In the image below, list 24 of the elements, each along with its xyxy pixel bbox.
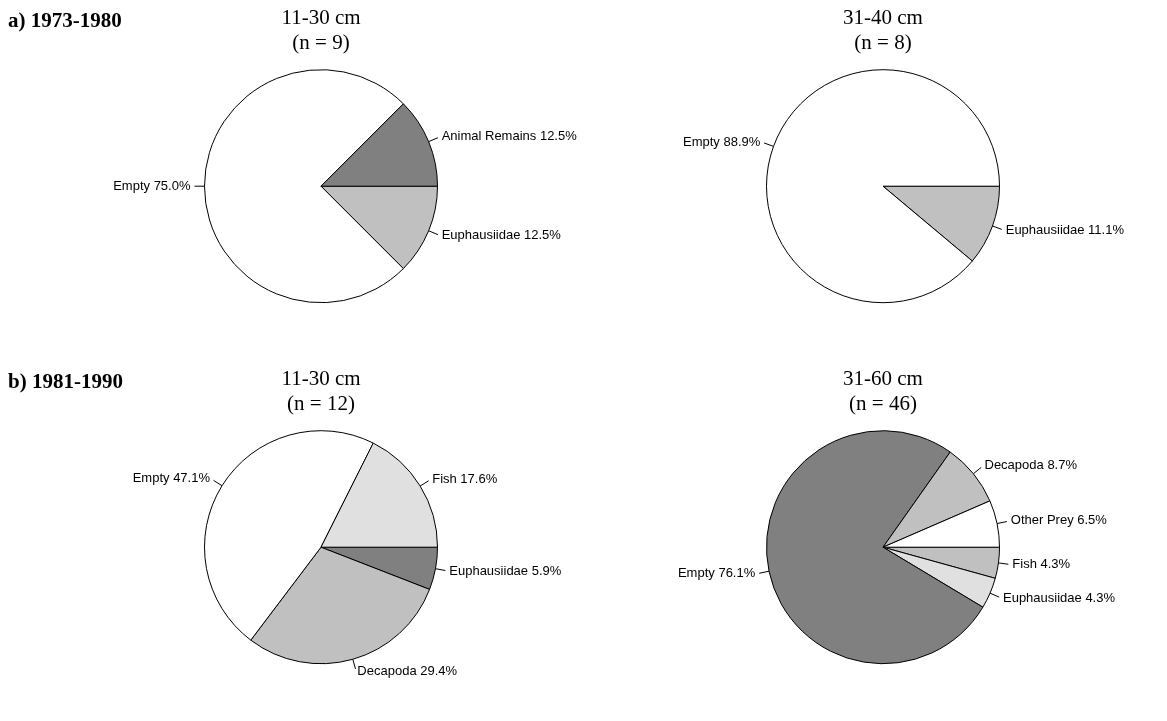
chart-subtitle: (n = 46) xyxy=(849,391,917,416)
text: b) 1981-1990 xyxy=(8,369,123,394)
slice-label: Empty 76.1% xyxy=(677,565,756,581)
chart-subtitle: (n = 12) xyxy=(287,391,355,416)
slice-label: Euphausiidae 12.5% xyxy=(441,227,562,243)
slice-label: Empty 88.9% xyxy=(682,133,761,149)
chart-subtitle: (n = 8) xyxy=(854,30,912,55)
slice-label: Other Prey 6.5% xyxy=(1010,512,1108,528)
slice-label: Fish 17.6% xyxy=(432,470,498,486)
slice-label: Euphausiidae 11.1% xyxy=(1005,222,1125,238)
slice-label: Euphausiidae 4.3% xyxy=(1002,589,1116,605)
chart-title: 31-60 cm xyxy=(843,366,923,391)
slice-label: Animal Remains 12.5% xyxy=(441,128,578,144)
slice-label: Empty 47.1% xyxy=(132,470,211,486)
slice-label: Empty 75.0% xyxy=(113,177,191,193)
slice-label: Fish 4.3% xyxy=(1012,556,1071,572)
chart-subtitle: (n = 9) xyxy=(292,30,350,55)
chart-title: 11-30 cm xyxy=(281,366,361,391)
text: a) 1973-1980 xyxy=(8,8,122,33)
slice-label: Decapoda 29.4% xyxy=(357,663,458,679)
chart-title: 31-40 cm xyxy=(843,5,923,30)
chart-title: 11-30 cm xyxy=(281,5,361,30)
slice-label: Euphausiidae 5.9% xyxy=(449,562,562,578)
slice-label: Decapoda 8.7% xyxy=(984,457,1078,473)
